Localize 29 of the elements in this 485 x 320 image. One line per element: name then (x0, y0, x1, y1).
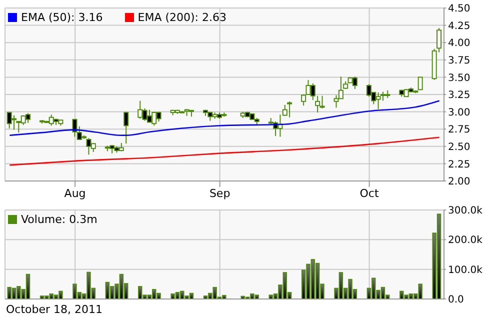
y-tick-label: 4.25 (448, 20, 470, 32)
bar (105, 282, 110, 299)
y-tick-label: 2.50 (448, 142, 470, 153)
y-tick-label: 3.25 (448, 90, 470, 102)
y-tick-label: 2.00 (448, 176, 470, 188)
text: October 18, 2011 (6, 303, 103, 316)
y-tick-label: 0.0 (448, 294, 464, 306)
y-tick-label: 2.25 (448, 159, 470, 170)
y-tick-label: 2.75 (448, 124, 470, 136)
y-tick-label: 4.00 (448, 38, 470, 50)
y-tick-label: 4.50 (448, 4, 470, 15)
legend-label: Volume: 0.3m (21, 213, 98, 226)
legend-label: EMA (50): 3.16 (21, 11, 103, 24)
legend-label: EMA (200): 2.63 (138, 11, 226, 24)
candlestick (418, 76, 423, 90)
candlestick (124, 111, 129, 144)
x-tick-label: Aug (64, 186, 86, 200)
candlestick (352, 76, 358, 90)
line-series (9, 136, 440, 166)
y-tick-label: 3.75 (448, 55, 470, 66)
y-tick-label: 3.50 (448, 72, 470, 84)
x-tick-label: Oct (360, 186, 380, 200)
line-series (9, 100, 440, 136)
y-tick-label: 100.0k (448, 264, 483, 276)
x-tick-label: Sep (209, 186, 230, 200)
y-tick-label: 300.0k (448, 206, 483, 217)
y-tick-label: 3.00 (448, 107, 470, 118)
candlestick (282, 104, 288, 116)
y-tick-label: 200.0k (448, 235, 483, 246)
